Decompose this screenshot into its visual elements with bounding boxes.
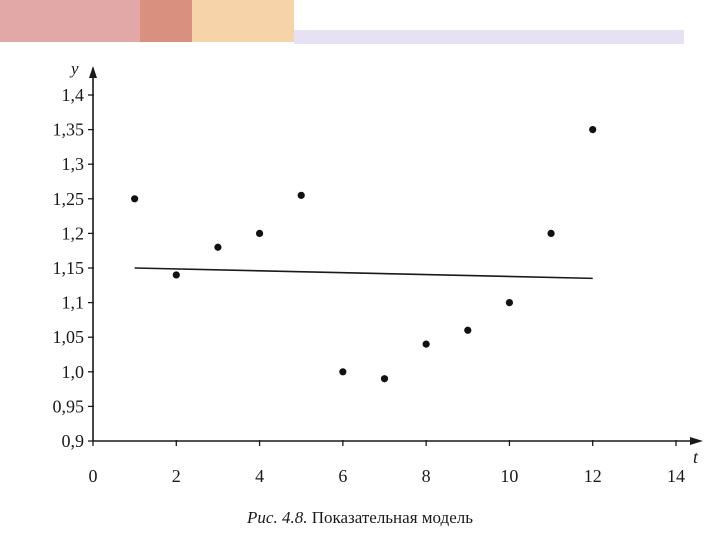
x-axis-label: t <box>693 447 699 467</box>
trend-line-group <box>134 267 593 280</box>
y-axis-ticks: 0,9 0,95 1,0 1,05 1,1 1,15 1,2 1,25 1,3 1,35 1,4 <box>53 85 94 451</box>
y-tick-label: 1,35 <box>53 120 85 140</box>
decorative-header-bar <box>0 0 720 48</box>
x-tick-label: 14 <box>667 466 685 486</box>
x-tick-label: 8 <box>422 466 431 486</box>
y-tick-label: 1,1 <box>62 293 85 313</box>
y-tick-label: 1,05 <box>53 327 85 347</box>
x-tick-label: 4 <box>255 466 264 486</box>
y-axis-label: y <box>69 59 79 78</box>
data-point <box>297 191 305 199</box>
y-tick-label: 1,0 <box>62 362 85 382</box>
data-point <box>589 126 597 134</box>
data-point <box>255 229 264 237</box>
y-tick-label: 1,4 <box>62 85 85 105</box>
data-point <box>339 368 347 376</box>
x-tick-label: 0 <box>89 466 98 486</box>
header-block-red <box>140 0 192 42</box>
y-tick-label: 1,25 <box>53 189 85 209</box>
x-tick-label: 12 <box>584 466 602 486</box>
chart-axes <box>89 66 703 445</box>
header-block-lavender <box>294 30 684 44</box>
figure-number: Рис. 4.8. <box>247 508 308 527</box>
data-point <box>214 243 222 251</box>
x-tick-label: 6 <box>338 466 347 486</box>
y-tick-label: 0,95 <box>53 396 85 416</box>
x-axis-arrow <box>690 437 703 445</box>
y-tick-label: 1,3 <box>62 154 85 174</box>
x-tick-label: 2 <box>172 466 181 486</box>
y-tick-label: 0,9 <box>62 431 85 451</box>
data-point <box>505 299 514 307</box>
data-point <box>380 375 389 383</box>
header-block-peach <box>192 0 294 42</box>
data-point <box>172 271 180 279</box>
y-tick-label: 1,15 <box>53 258 85 278</box>
x-axis-ticks: 0 2 4 6 8 10 12 14 <box>89 440 685 486</box>
data-point <box>131 195 139 203</box>
data-points <box>131 126 597 383</box>
trend-line <box>134 267 593 280</box>
figure-caption: Рис. 4.8. Показательная модель <box>0 508 720 528</box>
x-tick-label: 10 <box>500 466 518 486</box>
data-point <box>547 229 555 237</box>
data-point <box>464 326 472 334</box>
scatter-chart: 0,9 0,95 1,0 1,05 1,1 1,15 1,2 1,25 1,3 1,35 1,4 0… <box>53 59 703 486</box>
figure-title: Показательная модель <box>311 508 473 527</box>
y-axis-arrow <box>89 66 97 78</box>
data-point <box>422 340 430 348</box>
header-block-pink <box>0 0 140 42</box>
y-tick-label: 1,2 <box>62 223 85 243</box>
